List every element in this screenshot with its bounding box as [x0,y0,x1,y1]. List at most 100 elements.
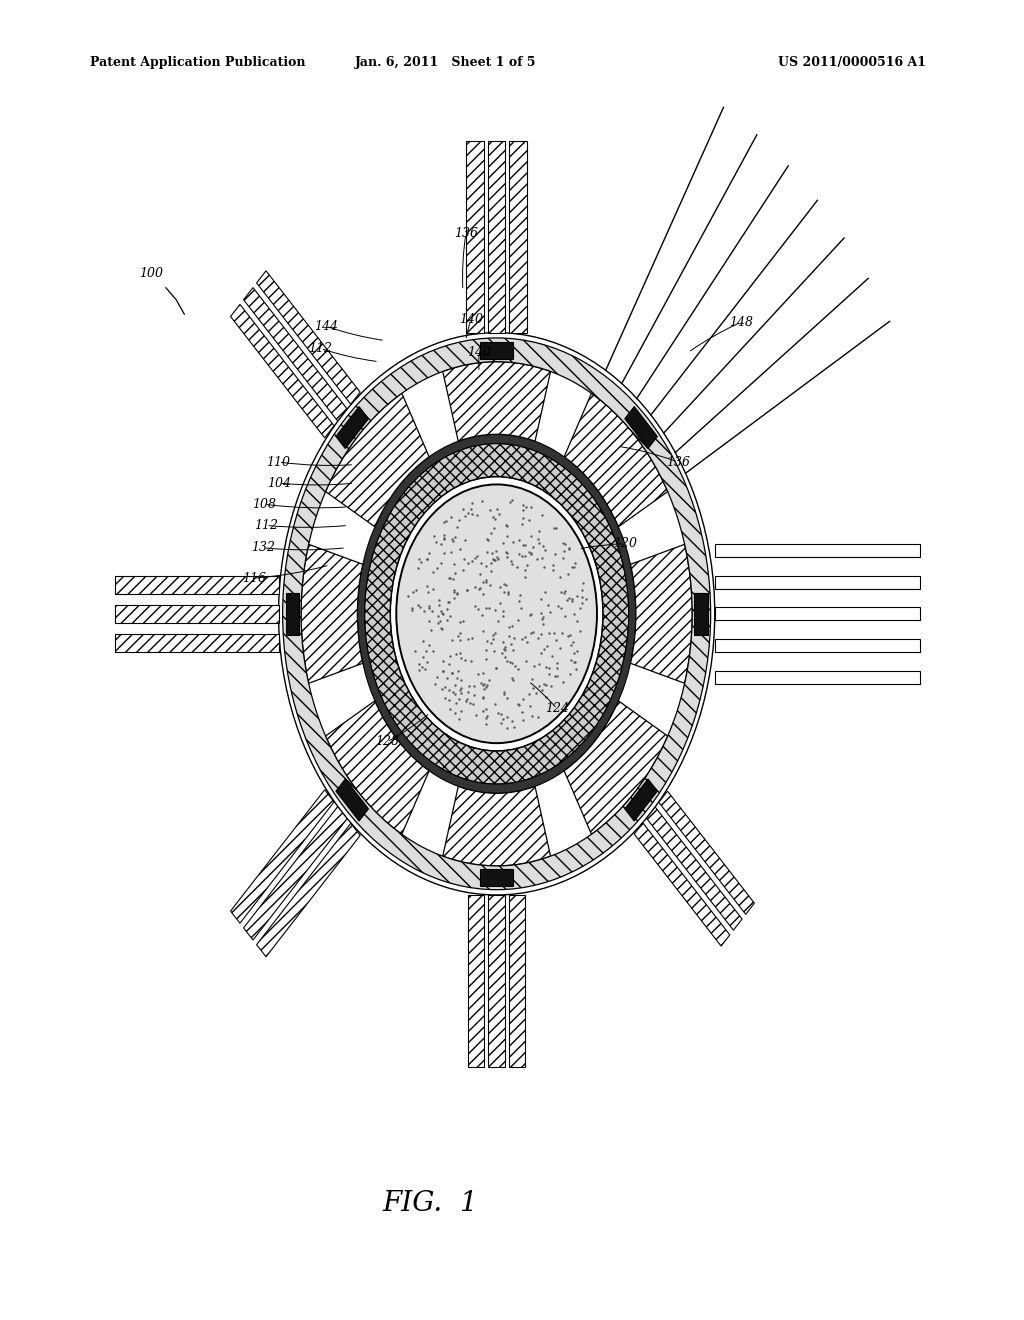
Point [517,651,534,672]
Point [462,693,478,714]
Point [440,680,457,701]
Point [574,579,591,601]
Point [452,709,468,730]
Text: 132: 132 [251,541,275,554]
Text: 140: 140 [467,346,492,359]
Text: 140: 140 [459,313,483,326]
Point [470,598,486,619]
Point [463,498,479,519]
Point [510,659,526,680]
Point [475,686,492,708]
Point [447,644,464,665]
Point [445,587,462,609]
Point [413,552,429,573]
Text: 124: 124 [545,702,569,715]
Point [528,548,545,569]
Point [404,581,421,602]
Point [557,606,573,627]
Point [452,680,468,701]
Point [474,675,490,696]
Point [465,676,481,697]
Point [523,668,540,689]
Point [440,591,457,612]
Point [443,543,460,564]
Point [411,660,427,681]
Wedge shape [631,544,692,684]
Point [564,556,581,577]
Point [411,653,427,675]
Point [532,589,549,610]
Point [487,693,504,714]
Point [523,623,540,644]
Point [563,635,580,656]
Point [485,550,502,572]
Point [426,525,442,546]
Point [454,647,470,668]
Point [515,709,531,730]
Point [543,676,559,697]
Point [468,705,484,726]
Point [478,639,495,660]
Point [467,548,483,569]
Text: 144: 144 [313,319,338,333]
Point [460,628,476,649]
Point [538,686,554,708]
Point [539,636,555,657]
Point [555,548,571,569]
Point [538,675,554,696]
Point [537,540,553,561]
Point [412,597,428,618]
Point [499,546,515,568]
Point [424,601,440,622]
Point [433,601,450,622]
Point [498,541,514,562]
Point [479,675,496,696]
Point [441,690,458,711]
Point [574,587,591,609]
Point [515,688,531,709]
Point [407,640,423,661]
Point [478,676,495,697]
Polygon shape [286,593,299,635]
Point [565,652,582,673]
Point [482,574,499,595]
Point [562,624,579,645]
Point [537,673,553,694]
Point [430,612,446,634]
Point [536,638,552,659]
Point [447,692,464,713]
Point [459,579,475,601]
Point [464,550,480,572]
Wedge shape [442,787,551,866]
Point [521,541,538,562]
Point [564,589,581,610]
Point [502,651,518,672]
Point [565,631,582,652]
Point [463,649,479,671]
Point [488,546,505,568]
Point [453,682,469,704]
Point [464,504,480,525]
Point [446,553,463,574]
Point [454,700,470,721]
Polygon shape [625,407,657,449]
Point [532,603,549,624]
Polygon shape [244,807,347,940]
Point [421,598,437,619]
Point [506,655,522,676]
Point [425,642,441,663]
Point [502,491,518,512]
Point [559,590,575,611]
Point [544,645,560,667]
Point [438,511,455,532]
Point [495,601,511,622]
Point [485,640,502,661]
Point [478,597,495,618]
Point [479,631,496,652]
Point [515,494,531,515]
Point [460,681,476,702]
Point [571,598,588,619]
Point [511,529,527,550]
Point [477,713,494,734]
Point [495,631,511,652]
